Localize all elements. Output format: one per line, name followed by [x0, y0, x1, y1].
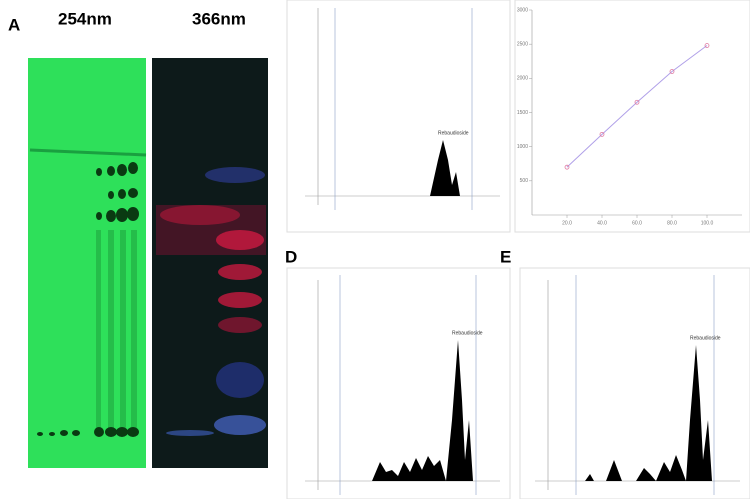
plate-title: 366nm — [192, 9, 246, 28]
panel-frame — [286, 0, 511, 233]
point — [634, 99, 640, 105]
y-tick-label: 3000 — [517, 7, 528, 13]
peak-label: Rebaudioside — [452, 330, 483, 336]
y-tick-label: 500 — [520, 178, 529, 184]
panel-label: E — [500, 247, 511, 266]
point — [669, 69, 675, 74]
panel-frame — [519, 267, 750, 499]
peak-label: Rebaudioside — [690, 335, 721, 341]
fit-line — [566, 45, 708, 168]
tlc-plate — [28, 58, 146, 468]
point — [564, 164, 570, 170]
chromatogram — [535, 275, 740, 495]
peak-label: Rebaudioside — [438, 130, 469, 136]
y-tick-label: 1500 — [517, 110, 528, 116]
x-tick-label: 40.0 — [597, 220, 607, 226]
plate-title: 254nm — [58, 9, 112, 28]
point — [599, 131, 605, 137]
tlc-plate — [152, 58, 268, 468]
panel-frame — [514, 0, 750, 233]
x-tick-label: 80.0 — [667, 220, 677, 226]
y-tick-label: 2500 — [517, 41, 528, 47]
x-tick-label: 100.0 — [701, 220, 714, 226]
tlc-spots — [29, 148, 147, 437]
panel-frame — [286, 267, 511, 499]
panel-label: D — [285, 247, 297, 266]
panel-label: A — [8, 15, 20, 34]
y-tick-label: 1000 — [517, 144, 528, 150]
point — [704, 43, 710, 48]
chromatogram — [305, 275, 500, 495]
y-tick-label: 2000 — [517, 76, 528, 82]
x-tick-label: 60.0 — [632, 220, 642, 226]
chromatogram — [305, 8, 500, 210]
x-tick-label: 20.0 — [562, 220, 572, 226]
tlc-spots — [156, 167, 266, 436]
